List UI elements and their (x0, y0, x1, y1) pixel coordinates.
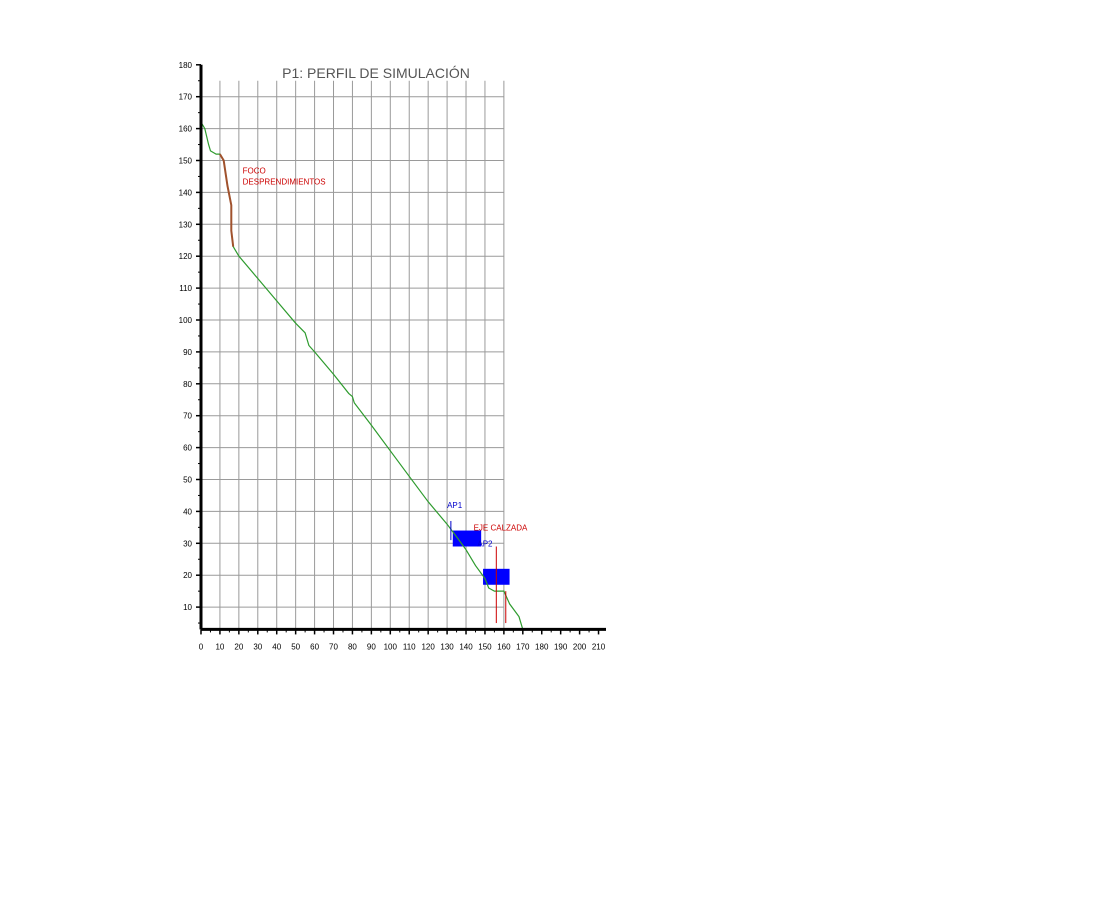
x-tick-label: 90 (367, 642, 376, 651)
block-1 (452, 530, 482, 547)
x-tick-label: 110 (403, 642, 416, 651)
tick-labels: 1020304050607080901001101201301401501601… (179, 61, 606, 652)
y-tick-label: 90 (183, 348, 192, 357)
y-tick-label: 160 (179, 125, 193, 134)
y-tick-label: 10 (183, 603, 192, 612)
chart-title: P1: PERFIL DE SIMULACIÓN (282, 65, 470, 81)
x-tick-label: 120 (421, 642, 435, 651)
x-tick-label: 70 (329, 642, 338, 651)
x-tick-label: 10 (215, 642, 224, 651)
y-tick-label: 50 (183, 476, 192, 485)
annotation-1: DESPRENDIMIENTOS (243, 177, 326, 186)
y-tick-label: 30 (183, 539, 192, 548)
x-tick-label: 20 (234, 642, 243, 651)
y-tick-label: 140 (179, 188, 193, 197)
source-zone-line (219, 153, 235, 247)
x-tick-label: 210 (592, 642, 606, 651)
x-tick-label: 130 (440, 642, 454, 651)
y-tick-label: 20 (183, 571, 192, 580)
x-tick-label: 0 (199, 642, 204, 651)
x-tick-label: 60 (310, 642, 319, 651)
y-tick-label: 60 (183, 444, 192, 453)
x-tick-label: 180 (535, 642, 549, 651)
y-tick-label: 100 (179, 316, 193, 325)
x-tick-label: 140 (459, 642, 473, 651)
profile-lines (200, 121, 524, 630)
y-tick-label: 170 (179, 93, 193, 102)
x-tick-label: 100 (384, 642, 398, 651)
annotation-2: AP1 (447, 501, 463, 510)
axes (196, 64, 606, 635)
y-tick-label: 130 (179, 220, 193, 229)
y-tick-label: 70 (183, 412, 192, 421)
y-tick-label: 110 (179, 284, 192, 293)
y-tick-label: 80 (183, 380, 192, 389)
x-tick-label: 190 (554, 642, 568, 651)
marker-lines (450, 520, 507, 624)
annotation-4: AP2 (477, 539, 493, 548)
x-tick-label: 40 (272, 642, 281, 651)
y-tick-label: 120 (179, 252, 193, 261)
x-tick-label: 160 (497, 642, 511, 651)
y-tick-label: 40 (183, 507, 192, 516)
x-tick-label: 30 (253, 642, 262, 651)
x-tick-label: 200 (573, 642, 587, 651)
grid (201, 80, 505, 630)
y-tick-label: 150 (179, 157, 193, 166)
x-tick-label: 150 (478, 642, 492, 651)
x-tick-label: 170 (516, 642, 530, 651)
annotation-3: EJE CALZADA (474, 524, 528, 533)
annotations: FOCO DESPRENDIMIENTOS AP1 EJE CALZADA AP2 (243, 166, 528, 548)
y-tick-label: 180 (179, 61, 193, 70)
annotation-1: FOCO (243, 166, 266, 175)
x-tick-label: 80 (348, 642, 357, 651)
profile-line (200, 121, 524, 630)
x-tick-label: 50 (291, 642, 300, 651)
